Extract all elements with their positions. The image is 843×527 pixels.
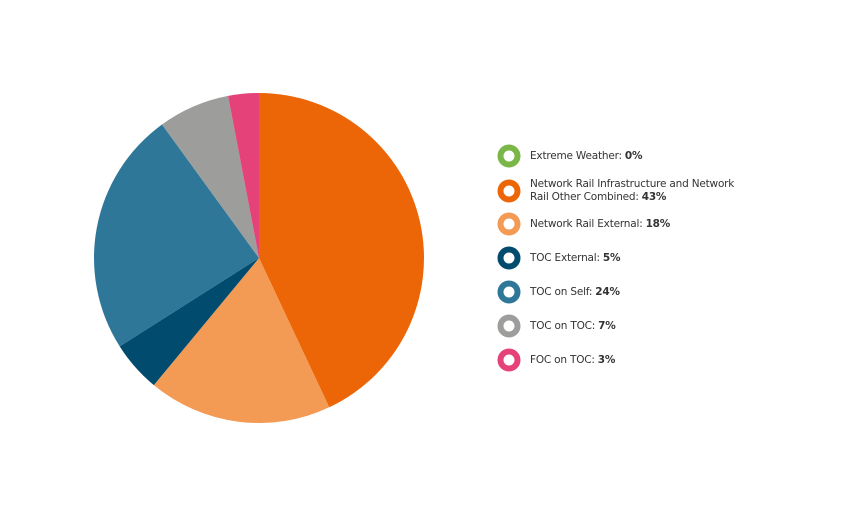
legend-label: Extreme Weather: <box>530 149 622 162</box>
legend-value: 0% <box>624 149 643 162</box>
legend-item: TOC on TOC: 7% <box>497 314 740 338</box>
legend-marker <box>497 179 521 203</box>
legend-value: 5% <box>602 251 621 264</box>
legend-item: Extreme Weather: 0% <box>497 144 740 168</box>
pie-slice <box>228 93 259 258</box>
legend-marker <box>497 144 521 168</box>
legend-marker <box>497 314 521 338</box>
legend-value: 24% <box>595 285 620 298</box>
legend-marker <box>497 212 521 236</box>
legend-text: TOC on Self: 24% <box>530 286 740 299</box>
legend-value: 18% <box>645 217 671 230</box>
legend-marker <box>497 246 521 270</box>
pie-slice <box>259 93 424 408</box>
legend-text: TOC External: 5% <box>530 252 740 265</box>
pie-slice <box>162 95 259 258</box>
legend-item: FOC on TOC: 3% <box>497 348 740 372</box>
legend-item: TOC on Self: 24% <box>497 280 740 304</box>
legend-ring <box>497 348 521 372</box>
legend-value: 3% <box>597 353 616 366</box>
pie-slice <box>93 124 259 347</box>
legend-item: TOC External: 5% <box>497 246 740 270</box>
legend-label: Network Rail Infrastructure and Network … <box>530 178 735 203</box>
pie-slice <box>119 258 260 386</box>
legend-value: 43% <box>641 191 667 203</box>
legend-text: Network Rail Infrastructure and Network … <box>530 178 740 204</box>
legend-ring <box>497 314 521 338</box>
legend-ring <box>497 280 521 304</box>
legend-marker <box>497 280 521 304</box>
legend-item: Network Rail External: 18% <box>497 212 740 236</box>
legend-label: FOC on TOC: <box>530 353 595 366</box>
legend-label: TOC on TOC: <box>530 319 596 332</box>
legend-ring <box>497 179 521 203</box>
legend-ring <box>497 144 521 168</box>
legend-text: TOC on TOC: 7% <box>530 320 740 333</box>
legend-item: Network Rail Infrastructure and Network … <box>497 178 740 204</box>
legend-value: 7% <box>598 319 616 332</box>
legend-text: Network Rail External: 18% <box>530 218 740 231</box>
legend-marker <box>497 348 521 372</box>
legend-text: FOC on TOC: 3% <box>530 354 740 367</box>
legend-label: Network Rail External: <box>530 217 643 230</box>
legend-text: Extreme Weather: 0% <box>530 150 740 163</box>
legend-label: TOC on Self: <box>530 285 593 298</box>
legend-ring <box>497 246 521 270</box>
legend-ring <box>497 212 521 236</box>
legend-label: TOC External: <box>530 251 600 264</box>
pie-slice <box>153 258 330 423</box>
